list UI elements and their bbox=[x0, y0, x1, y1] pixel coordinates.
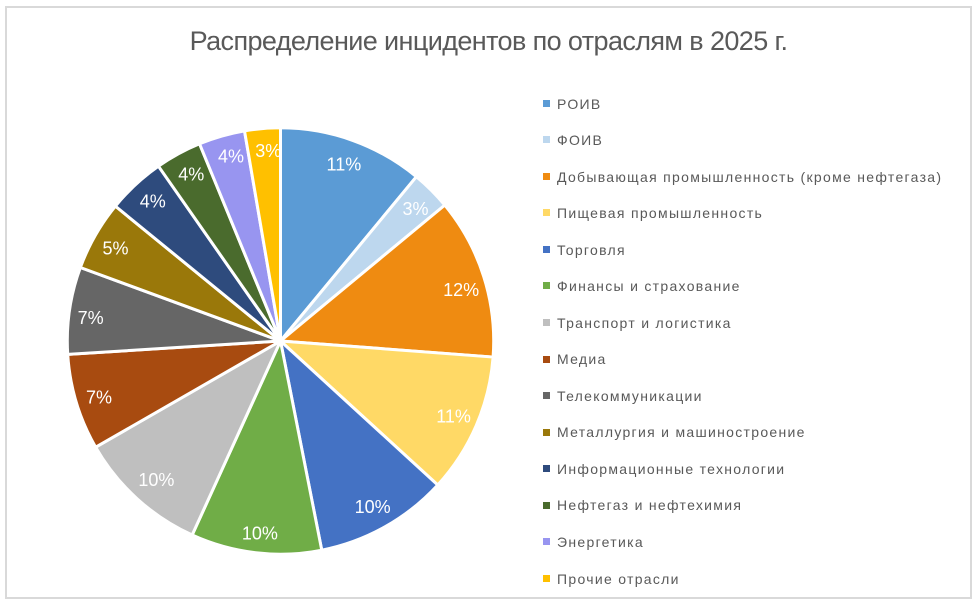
svg-text:10%: 10% bbox=[138, 470, 174, 490]
svg-text:4%: 4% bbox=[218, 147, 244, 167]
svg-text:4%: 4% bbox=[178, 165, 204, 185]
svg-text:5%: 5% bbox=[102, 238, 128, 258]
svg-text:4%: 4% bbox=[140, 191, 166, 211]
svg-text:11%: 11% bbox=[327, 154, 362, 174]
svg-text:7%: 7% bbox=[86, 388, 112, 408]
svg-text:10%: 10% bbox=[242, 524, 278, 544]
svg-text:10%: 10% bbox=[355, 497, 391, 517]
svg-text:7%: 7% bbox=[78, 308, 104, 328]
svg-text:3%: 3% bbox=[402, 199, 428, 219]
svg-text:11%: 11% bbox=[436, 406, 471, 426]
svg-text:3%: 3% bbox=[255, 141, 281, 161]
svg-text:12%: 12% bbox=[443, 280, 479, 300]
